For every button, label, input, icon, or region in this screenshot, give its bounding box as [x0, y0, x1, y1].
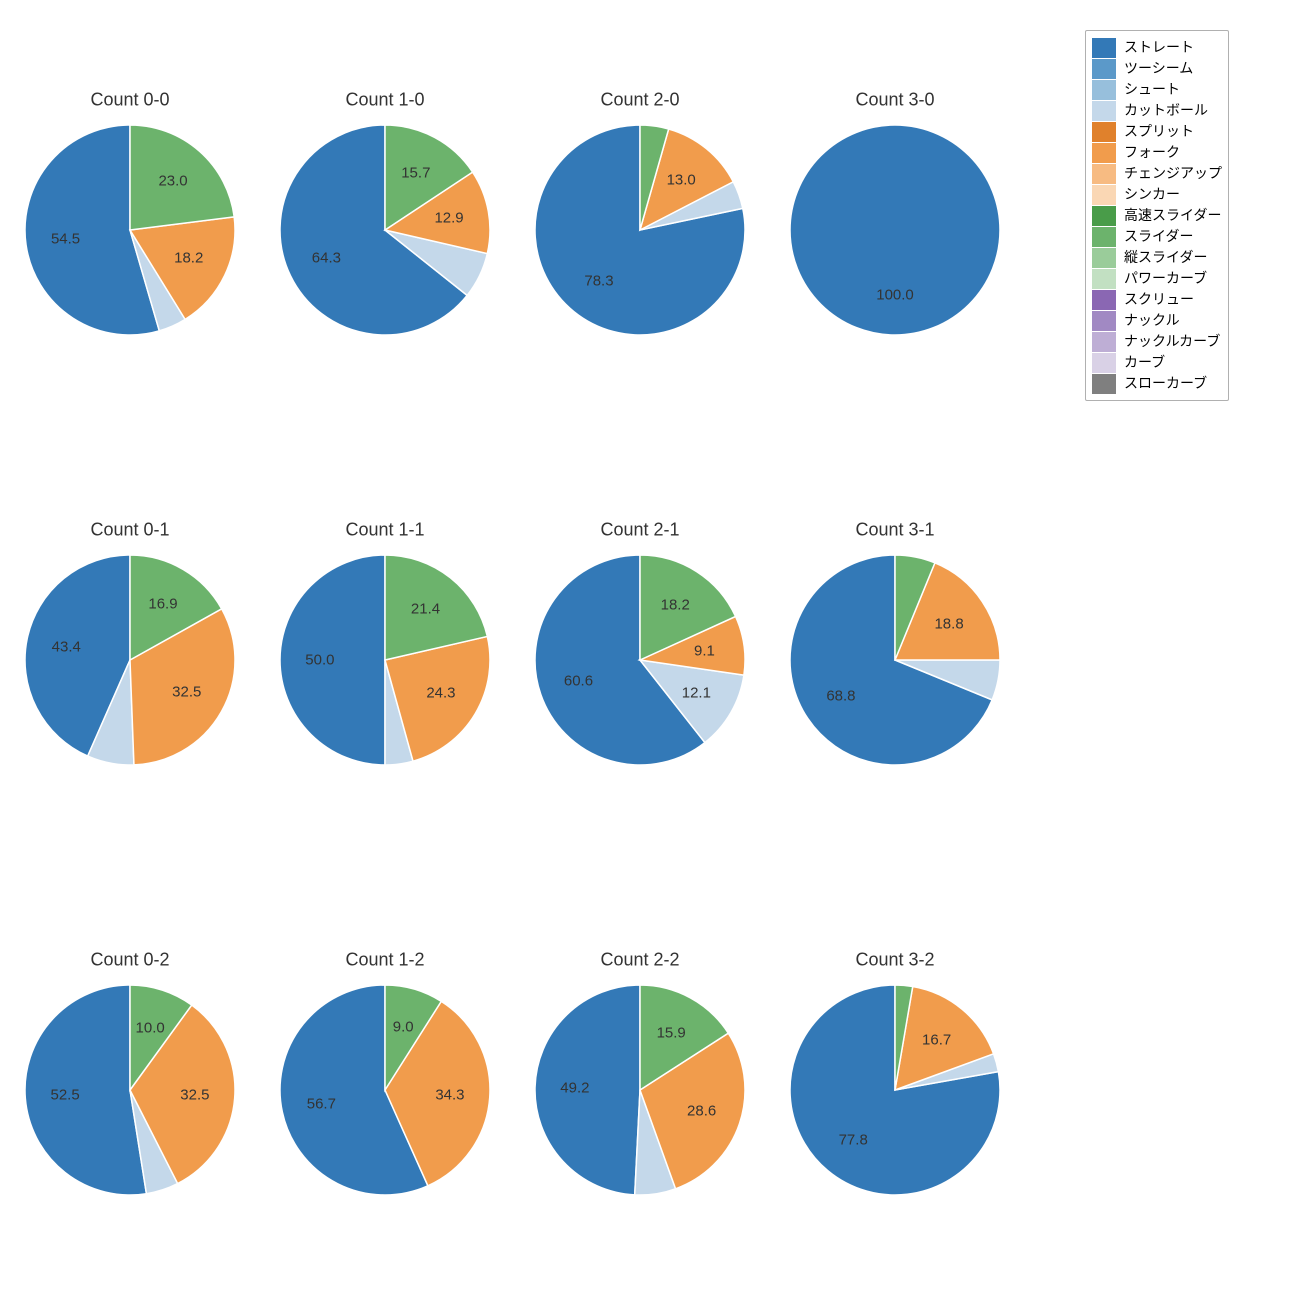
legend-swatch: [1092, 80, 1116, 100]
pie-chart: [533, 553, 747, 767]
legend: ストレートツーシームシュートカットボールスプリットフォークチェンジアップシンカー…: [1085, 30, 1229, 401]
chart-title: Count 0-0: [90, 90, 169, 111]
chart-title: Count 2-1: [600, 520, 679, 541]
legend-item: スローカーブ: [1092, 373, 1222, 394]
legend-swatch: [1092, 269, 1116, 289]
legend-swatch: [1092, 38, 1116, 58]
chart-title: Count 3-1: [855, 520, 934, 541]
pie-chart: [788, 123, 1002, 337]
legend-label: スクリュー: [1124, 289, 1194, 310]
legend-item: スクリュー: [1092, 289, 1222, 310]
legend-swatch: [1092, 227, 1116, 247]
legend-label: カットボール: [1124, 100, 1208, 121]
pie-chart: [788, 983, 1002, 1197]
chart-title: Count 0-1: [90, 520, 169, 541]
legend-item: ストレート: [1092, 37, 1222, 58]
legend-label: パワーカーブ: [1124, 268, 1207, 289]
pie-chart: [278, 983, 492, 1197]
pie-chart: [278, 553, 492, 767]
pie-slice: [25, 985, 146, 1195]
legend-item: ナックル: [1092, 310, 1222, 331]
chart-title: Count 1-1: [345, 520, 424, 541]
chart-title: Count 2-0: [600, 90, 679, 111]
pie-chart: [23, 123, 237, 337]
legend-item: スプリット: [1092, 121, 1222, 142]
pie-chart: [533, 123, 747, 337]
legend-swatch: [1092, 122, 1116, 142]
chart-title: Count 0-2: [90, 950, 169, 971]
legend-swatch: [1092, 248, 1116, 268]
legend-item: スライダー: [1092, 226, 1222, 247]
pie-chart: [23, 983, 237, 1197]
legend-swatch: [1092, 374, 1116, 394]
legend-label: スローカーブ: [1124, 373, 1207, 394]
legend-swatch: [1092, 101, 1116, 121]
legend-item: パワーカーブ: [1092, 268, 1222, 289]
pie-chart: [23, 553, 237, 767]
legend-label: ナックルカーブ: [1124, 331, 1220, 352]
pie-chart: [533, 983, 747, 1197]
chart-title: Count 2-2: [600, 950, 679, 971]
pie-chart: [278, 123, 492, 337]
legend-label: ストレート: [1124, 37, 1194, 58]
legend-label: ナックル: [1124, 310, 1180, 331]
legend-label: スライダー: [1124, 226, 1193, 247]
legend-swatch: [1092, 143, 1116, 163]
legend-label: カーブ: [1124, 352, 1165, 373]
pie-slice: [280, 555, 385, 765]
chart-title: Count 1-0: [345, 90, 424, 111]
legend-swatch: [1092, 59, 1116, 79]
legend-swatch: [1092, 185, 1116, 205]
pie-slice: [790, 125, 1000, 335]
legend-swatch: [1092, 164, 1116, 184]
legend-swatch: [1092, 353, 1116, 373]
chart-title: Count 1-2: [345, 950, 424, 971]
legend-item: シンカー: [1092, 184, 1222, 205]
legend-item: ナックルカーブ: [1092, 331, 1222, 352]
legend-label: フォーク: [1124, 142, 1180, 163]
legend-swatch: [1092, 290, 1116, 310]
pie-slice: [535, 985, 640, 1195]
legend-swatch: [1092, 332, 1116, 352]
legend-item: カーブ: [1092, 352, 1222, 373]
legend-item: フォーク: [1092, 142, 1222, 163]
legend-item: カットボール: [1092, 100, 1222, 121]
legend-label: 高速スライダー: [1124, 205, 1221, 226]
legend-item: 縦スライダー: [1092, 247, 1222, 268]
legend-label: スプリット: [1124, 121, 1194, 142]
chart-title: Count 3-0: [855, 90, 934, 111]
legend-item: チェンジアップ: [1092, 163, 1222, 184]
chart-title: Count 3-2: [855, 950, 934, 971]
legend-label: シンカー: [1124, 184, 1180, 205]
pie-slice: [130, 125, 234, 230]
legend-label: ツーシーム: [1124, 58, 1193, 79]
legend-swatch: [1092, 311, 1116, 331]
pie-chart: [788, 553, 1002, 767]
legend-item: シュート: [1092, 79, 1222, 100]
legend-item: 高速スライダー: [1092, 205, 1222, 226]
legend-item: ツーシーム: [1092, 58, 1222, 79]
legend-swatch: [1092, 206, 1116, 226]
legend-label: チェンジアップ: [1124, 163, 1222, 184]
legend-label: 縦スライダー: [1124, 247, 1207, 268]
legend-label: シュート: [1124, 79, 1180, 100]
